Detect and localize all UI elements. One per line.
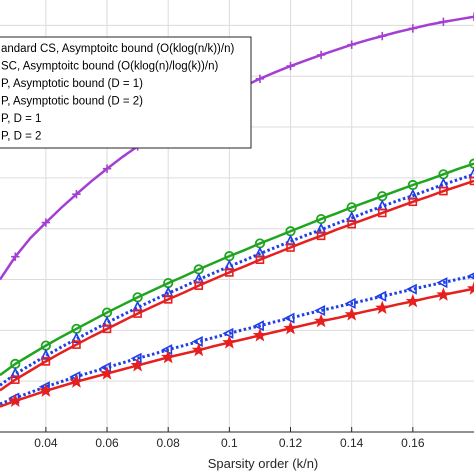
data-point: [163, 295, 173, 304]
series-4: [0, 176, 474, 392]
data-point: [344, 297, 356, 309]
x-tick-label: 0.06: [95, 436, 119, 450]
data-point: [286, 243, 295, 252]
data-point: [316, 50, 326, 60]
legend-entry: SC, Asymptoitc bound (O(klog(n)/log(k))/…: [1, 61, 218, 73]
series-line: [0, 179, 474, 392]
data-point: [255, 255, 265, 265]
data-point: [468, 167, 474, 179]
data-point: [377, 208, 387, 218]
data-point: [72, 340, 81, 349]
x-tick-label: 0.12: [279, 436, 303, 450]
data-point: [72, 189, 81, 199]
data-point: [194, 281, 204, 290]
data-point: [252, 320, 264, 332]
data-point: [408, 197, 418, 207]
data-point: [161, 344, 173, 356]
data-point: [347, 219, 356, 229]
legend-entry: P, Asymptotic bound (D = 1): [1, 78, 143, 90]
data-point: [286, 61, 295, 71]
data-point: [375, 300, 390, 315]
data-point: [347, 40, 356, 49]
legend: andard CS, Asymptoitc bound (O(klog(n/k)…: [0, 36, 252, 149]
x-tick-label: 0.16: [401, 436, 425, 450]
data-point: [344, 307, 359, 321]
data-point: [222, 327, 234, 339]
data-point: [191, 342, 206, 357]
data-point: [102, 164, 112, 173]
data-point: [314, 305, 326, 317]
data-point: [469, 176, 474, 186]
data-point: [41, 218, 51, 227]
legend-entry: P, Asymptotic bound (D = 2): [1, 96, 143, 108]
legend-entry: andard CS, Asymptoitc bound (O(klog(n/k)…: [1, 43, 234, 55]
data-point: [41, 357, 51, 366]
data-point: [316, 231, 326, 241]
series-5: [0, 272, 474, 406]
data-point: [225, 268, 234, 277]
data-point: [130, 357, 145, 372]
data-point: [378, 31, 387, 41]
data-point: [436, 287, 451, 301]
x-tick-label: 0.1: [221, 436, 238, 450]
data-point: [161, 349, 176, 364]
data-point: [436, 277, 448, 289]
data-point: [130, 352, 142, 364]
x-axis-label: Sparsity order (k/n): [208, 456, 319, 471]
data-point: [283, 312, 295, 324]
data-point: [10, 375, 20, 384]
data-point: [8, 393, 23, 408]
data-point: [466, 281, 474, 295]
data-point: [11, 252, 20, 261]
data-point: [252, 327, 268, 342]
data-point: [439, 17, 448, 27]
data-point: [467, 272, 474, 280]
data-point: [314, 313, 329, 328]
data-point: [222, 335, 237, 349]
data-point: [102, 324, 112, 334]
x-tick-label: 0.08: [157, 436, 181, 450]
data-point: [38, 383, 53, 397]
data-point: [375, 290, 387, 302]
x-tick-label: 0.04: [34, 436, 58, 450]
data-point: [133, 309, 142, 318]
data-point: [405, 293, 420, 308]
data-point: [9, 367, 21, 379]
legend-entry: P, D = 2: [1, 131, 41, 143]
series-line: [0, 274, 474, 406]
series-6: [0, 281, 474, 408]
data-point: [255, 74, 265, 83]
data-point: [40, 348, 52, 360]
data-point: [283, 320, 298, 335]
axes: 0.04 0.06 0.08 0.1 0.12 0.14 0.16: [0, 427, 474, 450]
data-point: [408, 24, 418, 33]
data-point: [469, 12, 474, 21]
data-point: [191, 336, 203, 348]
series-layer: [0, 12, 474, 408]
data-point: [69, 374, 84, 388]
series-line: [0, 162, 474, 377]
data-point: [439, 186, 448, 196]
legend-box: [0, 36, 252, 149]
x-tick-label: 0.14: [340, 436, 364, 450]
data-point: [70, 332, 82, 343]
data-point: [405, 283, 417, 295]
data-point: [99, 366, 115, 380]
legend-entry: P, D = 1: [1, 113, 41, 125]
